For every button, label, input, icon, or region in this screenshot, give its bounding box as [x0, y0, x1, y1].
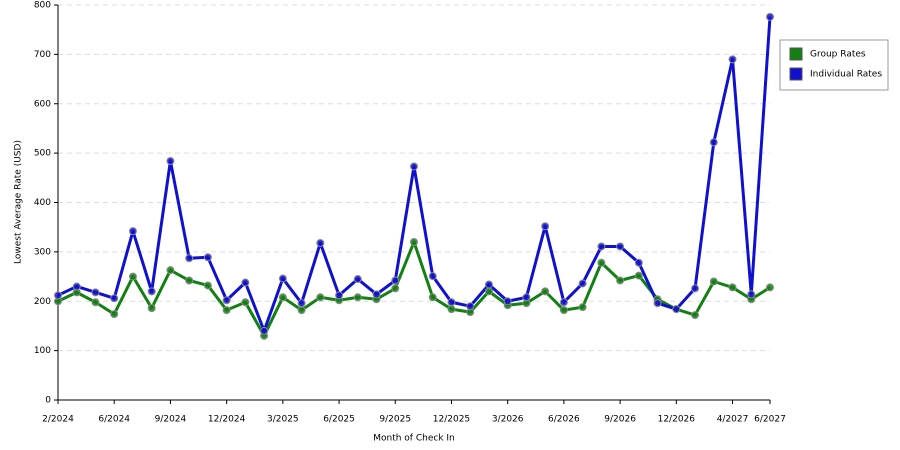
data-point: [410, 162, 418, 171]
data-point: [185, 254, 194, 263]
data-point: [578, 303, 587, 312]
data-point: [559, 298, 568, 307]
x-tick-label: 12/2026: [658, 415, 696, 425]
data-point: [241, 298, 250, 307]
legend-label: Group Rates: [810, 50, 866, 60]
data-point: [91, 288, 100, 297]
data-point: [203, 253, 212, 262]
x-tick-label: 6/2026: [548, 415, 580, 425]
data-point: [616, 242, 625, 251]
y-tick-label: 0: [45, 396, 51, 406]
data-point: [522, 293, 531, 302]
data-point: [578, 279, 587, 288]
data-point: [709, 277, 718, 286]
data-point: [128, 227, 137, 236]
y-tick-label: 300: [34, 247, 51, 257]
x-tick-label: 3/2025: [267, 415, 299, 425]
y-axis-label: Lowest Average Rate (USD): [14, 140, 24, 264]
data-point: [147, 287, 156, 296]
data-point: [634, 258, 643, 267]
y-tick-label: 200: [34, 297, 51, 307]
data-point: [316, 238, 325, 247]
data-point: [728, 283, 737, 292]
data-point: [260, 326, 269, 335]
data-point: [447, 305, 456, 314]
data-point: [503, 297, 512, 306]
y-tick-label: 600: [34, 99, 51, 109]
data-point: [447, 298, 456, 307]
data-point: [634, 271, 643, 280]
data-point: [166, 266, 175, 275]
data-point: [428, 272, 437, 281]
data-point: [391, 284, 400, 293]
legend-label: Individual Rates: [810, 70, 882, 80]
y-tick-label: 100: [34, 346, 51, 356]
y-tick-label: 500: [34, 149, 51, 159]
data-point: [372, 290, 381, 299]
data-point: [316, 293, 325, 302]
data-point: [147, 304, 156, 313]
data-point: [297, 306, 306, 315]
data-point: [597, 258, 606, 267]
data-point: [766, 12, 774, 21]
data-point: [466, 302, 475, 311]
x-tick-label: 12/2025: [433, 415, 470, 425]
data-point: [709, 138, 718, 147]
data-point: [278, 293, 287, 302]
x-axis-label: Month of Check In: [373, 434, 455, 444]
data-point: [278, 274, 287, 283]
data-point: [222, 296, 231, 305]
series-line: [57, 240, 771, 338]
data-point: [128, 272, 137, 281]
data-point: [484, 280, 493, 289]
data-point: [297, 299, 306, 308]
legend-swatch: [789, 47, 803, 61]
data-point: [54, 291, 62, 300]
data-point: [766, 283, 774, 292]
data-point: [91, 298, 100, 307]
data-point: [222, 306, 231, 315]
data-point: [353, 275, 362, 284]
y-tick-label: 400: [34, 198, 51, 208]
y-tick-label: 800: [34, 1, 51, 11]
x-tick-label: 9/2026: [604, 415, 636, 425]
x-tick-label: 9/2025: [379, 415, 411, 425]
data-point: [166, 157, 175, 166]
data-point: [353, 293, 362, 302]
y-tick-label: 700: [34, 50, 51, 60]
data-point: [597, 242, 606, 251]
data-point: [110, 310, 119, 319]
data-point: [728, 55, 737, 64]
data-point: [691, 284, 700, 293]
data-point: [428, 293, 437, 302]
data-point: [541, 222, 550, 231]
x-tick-label: 12/2024: [208, 415, 246, 425]
x-tick-label: 9/2024: [155, 415, 187, 425]
x-tick-label: 3/2026: [492, 415, 524, 425]
x-tick-label: 6/2027: [754, 415, 786, 425]
data-point: [335, 291, 344, 300]
data-point: [747, 290, 756, 299]
data-point: [616, 276, 625, 285]
x-tick-label: 4/2027: [717, 415, 749, 425]
x-tick-label: 6/2024: [98, 415, 130, 425]
data-point: [72, 282, 81, 291]
legend-swatch: [789, 67, 803, 81]
x-tick-label: 6/2025: [323, 415, 355, 425]
data-point: [203, 281, 212, 290]
data-point: [541, 287, 550, 296]
data-point: [484, 287, 493, 296]
data-point: [559, 306, 568, 315]
data-point: [653, 299, 662, 308]
data-point: [391, 276, 400, 285]
data-point: [410, 238, 418, 246]
data-point: [110, 294, 119, 303]
x-tick-label: 2/2024: [42, 415, 74, 425]
data-point: [691, 311, 700, 320]
data-point: [241, 278, 250, 287]
data-point: [672, 305, 681, 314]
data-point: [185, 276, 194, 285]
